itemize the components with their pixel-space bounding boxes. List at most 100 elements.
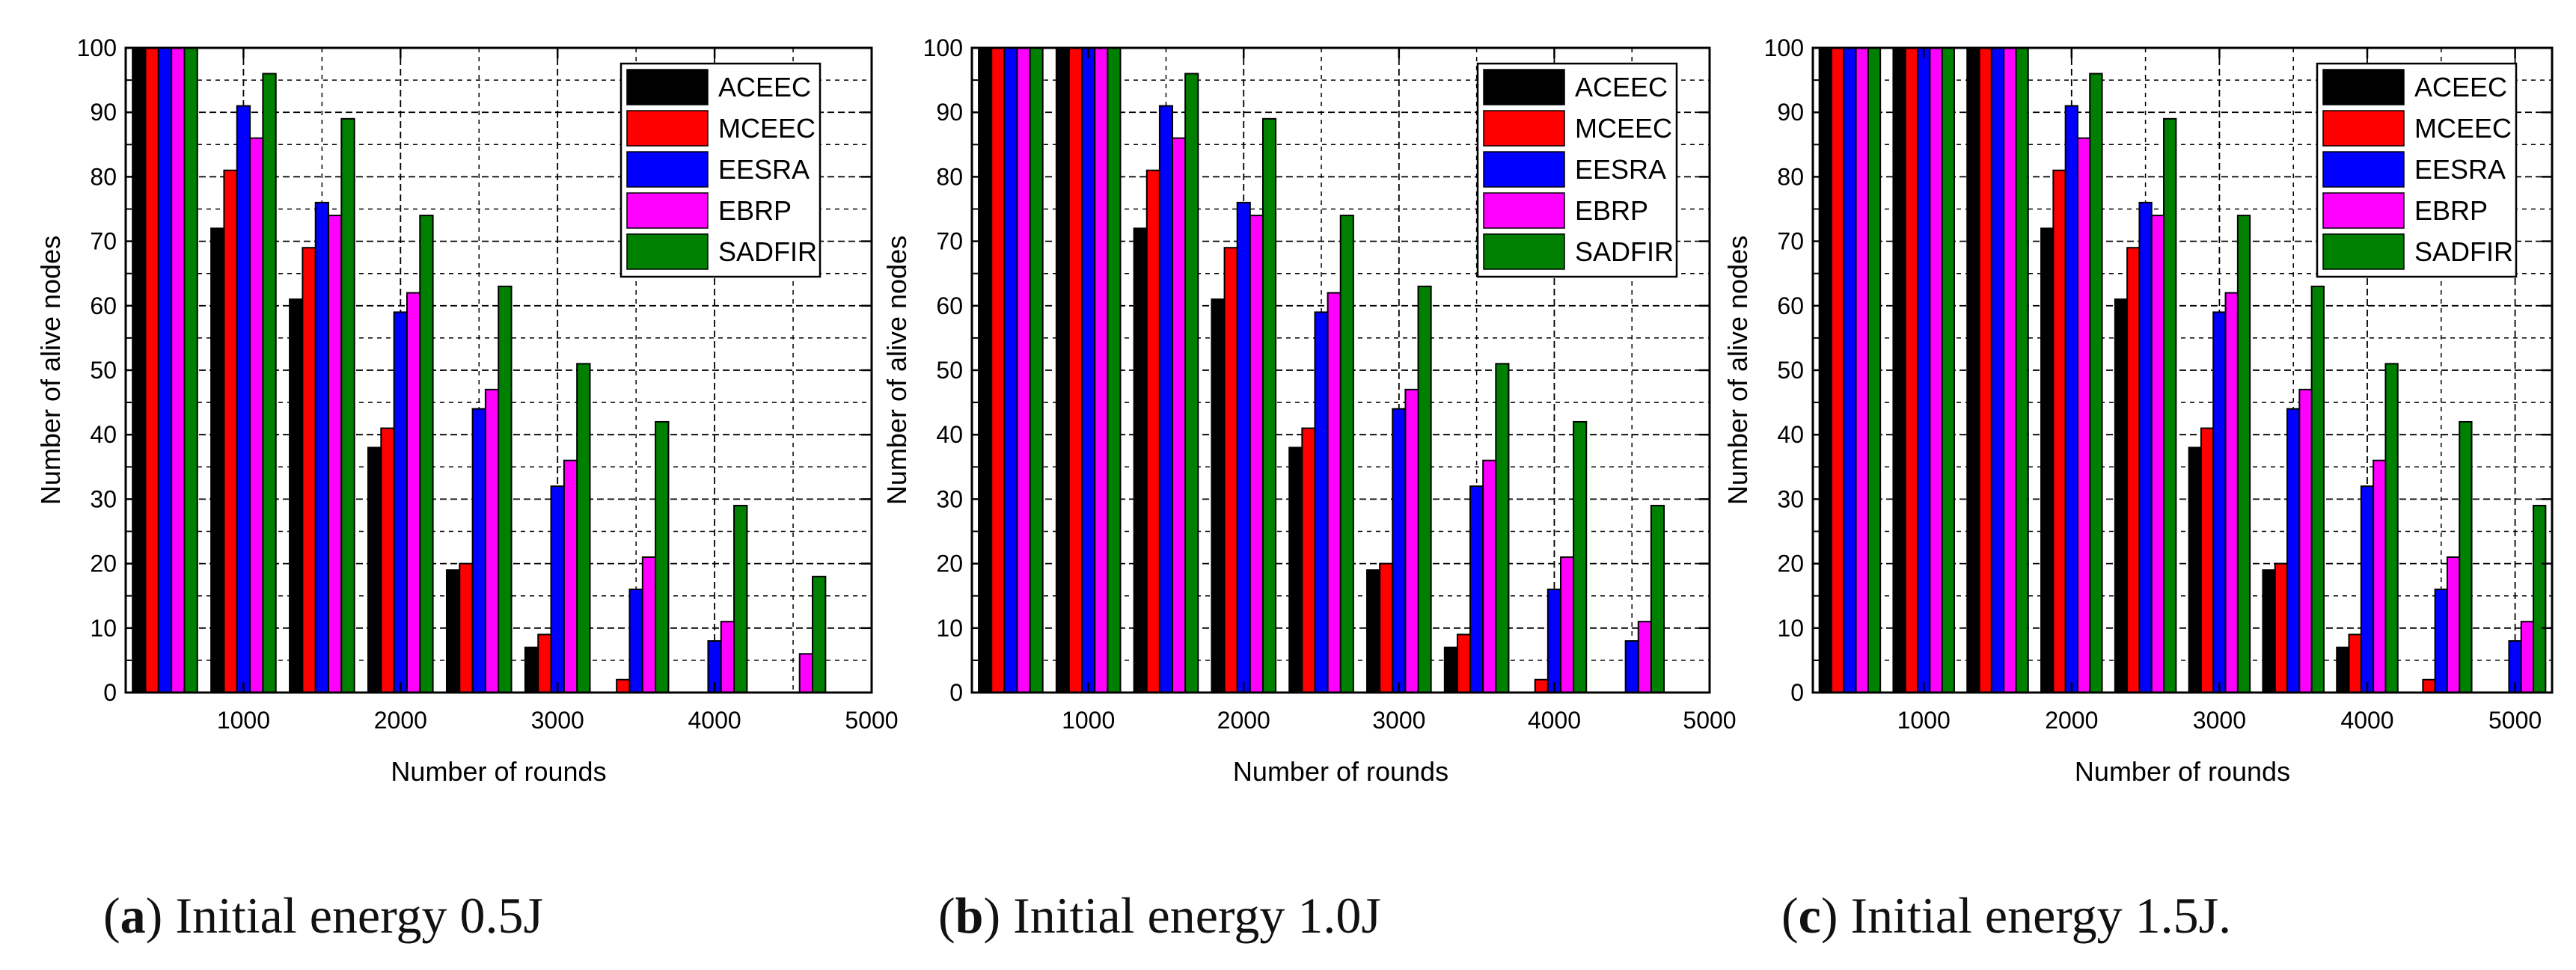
- y-tick-label: 100: [1764, 34, 1804, 61]
- bar-sadfir: [2459, 420, 2473, 694]
- bar-aceec: [1892, 47, 1906, 693]
- legend-label: EBRP: [2414, 195, 2488, 226]
- bar-ebrp: [641, 556, 657, 693]
- y-tick-label: 40: [90, 421, 117, 448]
- y-tick-label: 0: [949, 679, 963, 706]
- legend-label: ACEEC: [1575, 72, 1668, 102]
- x-tick-label: 2000: [2045, 707, 2098, 734]
- caption-b: (b) Initial energy 1.0J: [938, 887, 1381, 944]
- bar-mceec: [1068, 47, 1083, 693]
- x-tick-label: 5000: [1683, 707, 1736, 734]
- bar-ebrp: [2224, 292, 2239, 693]
- bar-aceec: [1055, 47, 1070, 693]
- y-axis-label: Number of alive nodes: [35, 236, 66, 505]
- bar-mceec: [616, 678, 631, 694]
- bar-ebrp: [1855, 47, 1869, 693]
- bar-mceec: [1978, 47, 1992, 693]
- bar-sadfir: [1339, 215, 1354, 693]
- legend-label: EBRP: [718, 195, 792, 226]
- bar-eesra: [1546, 589, 1561, 694]
- bar-sadfir: [183, 47, 198, 693]
- chart-panel-b: 0 10 20 30 40 50 60 70 80 90 100 1000 2000 3000 4000 50…: [844, 0, 1737, 970]
- bar-aceec: [2188, 446, 2202, 693]
- caption-c-letter: c: [1798, 887, 1821, 944]
- caption-a-text: Initial energy 0.5J: [175, 887, 543, 944]
- y-tick-label: 90: [936, 99, 963, 126]
- y-tick-label: 70: [90, 228, 117, 255]
- x-tick-label: 4000: [1528, 707, 1581, 734]
- bar-sadfir: [262, 73, 277, 694]
- bar-ebrp: [2298, 388, 2313, 693]
- bar-mceec: [537, 633, 552, 693]
- y-tick-label: 20: [1777, 550, 1804, 577]
- bar-eesra: [1314, 311, 1329, 693]
- bar-sadfir: [1941, 47, 1955, 693]
- y-tick-label: 100: [77, 34, 117, 61]
- y-tick-label: 80: [936, 163, 963, 190]
- chart-panel-a: 0 10 20 30 40 50 60 70 80 90 100 1000 2000 3000 4000 50…: [0, 0, 899, 970]
- y-tick-label: 80: [90, 163, 117, 190]
- y-tick-label: 20: [936, 550, 963, 577]
- y-tick-label: 40: [1777, 421, 1804, 448]
- legend-swatch-sadfir: [1483, 233, 1565, 270]
- x-tick-label: 3000: [2193, 707, 2246, 734]
- bar-ebrp: [1249, 215, 1264, 693]
- caption-c: (c) Initial energy 1.5J.: [1781, 887, 2232, 944]
- y-axis-label: Number of alive nodes: [1722, 236, 1753, 505]
- bar-eesra: [2064, 105, 2078, 693]
- bar-aceec: [1288, 446, 1303, 693]
- y-tick-label: 60: [936, 292, 963, 319]
- bar-sadfir: [1867, 47, 1882, 693]
- bar-ebrp: [406, 292, 421, 693]
- bar-sadfir: [2384, 363, 2399, 693]
- bar-sadfir: [576, 363, 591, 693]
- bar-ebrp: [1172, 137, 1187, 693]
- bar-mceec: [459, 562, 474, 693]
- legend-swatch-mceec: [1483, 110, 1565, 147]
- y-tick-label: 30: [90, 485, 117, 512]
- bar-mceec: [2200, 427, 2215, 694]
- legend-swatch-sadfir: [626, 233, 709, 270]
- bar-mceec: [1534, 678, 1549, 694]
- y-tick-label: 100: [923, 34, 963, 61]
- legend-swatch-aceec: [1483, 69, 1565, 105]
- bar-eesra: [2212, 311, 2227, 693]
- bar-aceec: [210, 227, 225, 693]
- bar-aceec: [445, 569, 461, 693]
- bar-sadfir: [2089, 73, 2103, 694]
- x-tick-label: 2000: [374, 707, 427, 734]
- bar-ebrp: [798, 653, 814, 694]
- bar-eesra: [471, 408, 486, 693]
- legend-label: MCEEC: [1575, 113, 1672, 144]
- bar-sadfir: [1107, 47, 1122, 693]
- y-tick-label: 70: [1777, 228, 1804, 255]
- bar-sadfir: [1573, 420, 1588, 694]
- y-tick-label: 50: [1777, 357, 1804, 384]
- bar-aceec: [1366, 569, 1381, 693]
- x-tick-label: 5000: [2488, 707, 2542, 734]
- bar-eesra: [2286, 408, 2301, 693]
- bar-ebrp: [563, 459, 578, 693]
- bar-eesra: [236, 105, 251, 693]
- bar-ebrp: [1559, 556, 1575, 693]
- legend-swatch-eesra: [626, 151, 709, 188]
- caption-b-text: Initial energy 1.0J: [1013, 887, 1381, 944]
- bar-ebrp: [1094, 47, 1109, 693]
- bar-sadfir: [2310, 285, 2325, 693]
- bar-sadfir: [1417, 285, 1432, 693]
- caption-c-text: Initial energy 1.5J.: [1850, 887, 2232, 944]
- bar-ebrp: [1637, 621, 1652, 693]
- legend-swatch-mceec: [2322, 110, 2405, 147]
- bar-eesra: [157, 47, 173, 693]
- legend-label: SADFIR: [718, 236, 817, 267]
- y-tick-label: 60: [1777, 292, 1804, 319]
- caption-a-letter: a: [120, 887, 146, 944]
- bar-sadfir: [498, 285, 513, 693]
- legend-label: EESRA: [718, 154, 810, 185]
- chart-panel-c: 0 10 20 30 40 50 60 70 80 90 100 1000 2000 3000 4000 50…: [1687, 0, 2554, 970]
- x-axis-label: Number of rounds: [391, 756, 606, 787]
- y-tick-label: 40: [936, 421, 963, 448]
- bar-eesra: [628, 589, 643, 694]
- legend-label: SADFIR: [2414, 236, 2513, 267]
- legend-label: ACEEC: [2414, 72, 2507, 102]
